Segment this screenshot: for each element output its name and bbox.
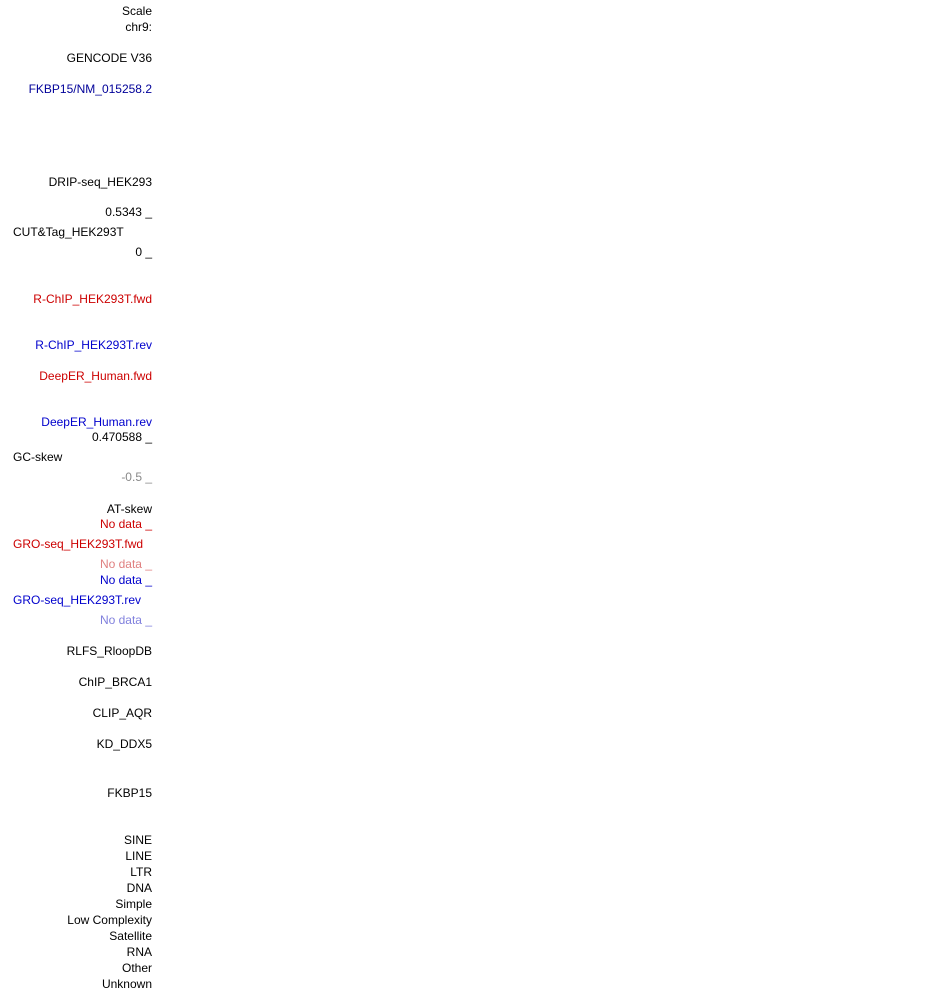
axis-min-gc-skew: -0.5 _: [121, 470, 152, 484]
track-label-rchip-fwd[interactable]: R-ChIP_HEK293T.fwd: [33, 292, 152, 306]
track-label-deeper-rev[interactable]: DeepER_Human.rev: [41, 415, 152, 429]
repeat-class-label: LTR: [130, 865, 152, 879]
track-label-drip-seq[interactable]: DRIP-seq_HEK293: [48, 175, 152, 189]
repeat-class-label: Satellite: [109, 929, 152, 943]
axis-min-gro-fwd: No data _: [99, 557, 152, 571]
axis-max-gc-skew: 0.470588 _: [91, 430, 152, 444]
repeat-class-label: Low Complexity: [67, 913, 152, 927]
axis-max-gro-rev: No data _: [99, 573, 152, 587]
track-label-chip-brca1[interactable]: ChIP_BRCA1: [78, 675, 152, 689]
axis-max-cut-tag: 0.5343 _: [105, 205, 152, 219]
track-label-deeper-fwd[interactable]: DeepER_Human.fwd: [39, 369, 152, 383]
axis-min-cut-tag: 0 _: [135, 245, 152, 259]
track-label-kd-ddx5[interactable]: KD_DDX5: [96, 737, 152, 751]
track-label-rlfs[interactable]: RLFS_RloopDB: [66, 644, 152, 658]
axis-min-gro-rev: No data _: [99, 613, 152, 627]
track-label-gencode[interactable]: GENCODE V36: [66, 51, 152, 65]
repeat-class-label: Other: [121, 961, 152, 975]
track-label-gro-rev[interactable]: GRO-seq_HEK293T.rev: [13, 593, 142, 607]
repeat-class-label: LINE: [125, 849, 152, 863]
scale-label: Scale: [121, 4, 152, 18]
repeat-class-label: Unknown: [101, 977, 152, 991]
track-label-rchip-rev[interactable]: R-ChIP_HEK293T.rev: [35, 338, 152, 352]
track-label-gc-skew[interactable]: GC-skew: [13, 450, 63, 464]
track-label-cut-tag[interactable]: CUT&Tag_HEK293T: [13, 225, 124, 239]
chromosome-label: chr9:: [125, 20, 152, 34]
track-label-at-skew[interactable]: AT-skew: [106, 502, 152, 516]
track-label-fkbp15[interactable]: FKBP15: [107, 786, 152, 800]
repeat-class-label: RNA: [126, 945, 152, 959]
track-label-gro-fwd[interactable]: GRO-seq_HEK293T.fwd: [13, 537, 144, 551]
repeat-class-label: Simple: [115, 897, 152, 911]
repeat-class-label: DNA: [126, 881, 152, 895]
track-label-transcript[interactable]: FKBP15/NM_015258.2: [28, 82, 152, 96]
track-label-clip-aqr[interactable]: CLIP_AQR: [92, 706, 152, 720]
axis-max-gro-fwd: No data _: [99, 517, 152, 531]
repeat-class-label: SINE: [123, 833, 152, 847]
